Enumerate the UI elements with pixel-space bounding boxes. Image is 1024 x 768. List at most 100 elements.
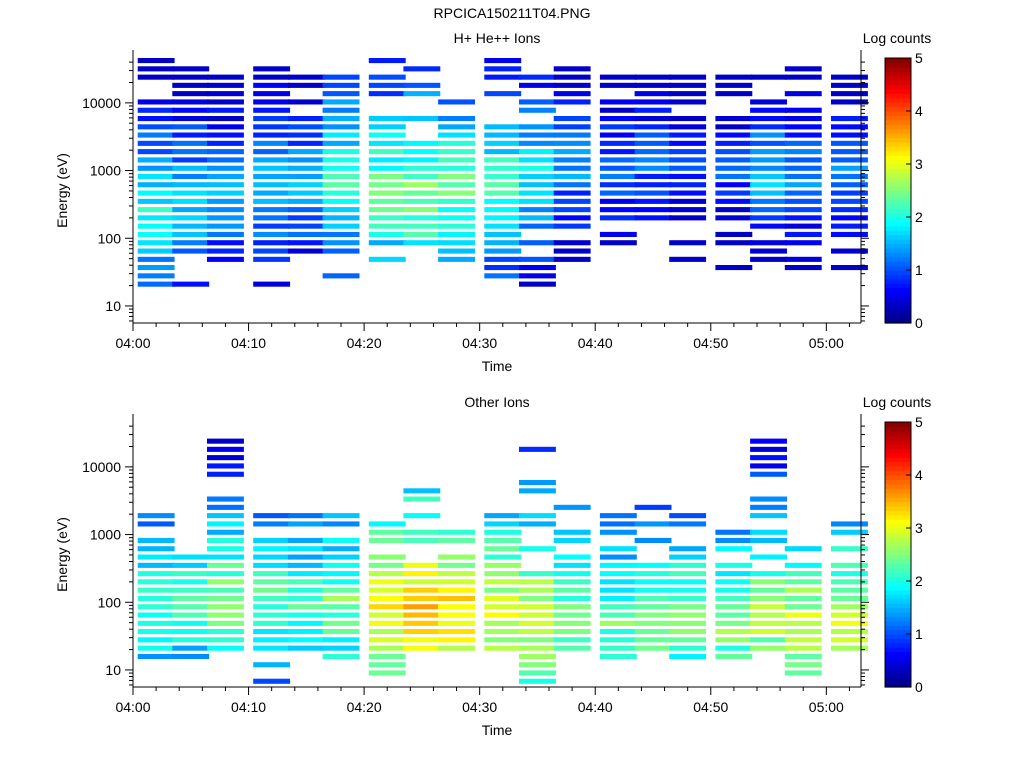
panel-2-cell [553,587,591,593]
panel-2-cell [519,595,556,601]
panel-1-cell [438,157,475,163]
panel-2-cell [553,604,591,610]
panel-2-cell [403,629,441,635]
panel-1-cell [715,82,753,88]
panel-2-cell [484,604,522,610]
panel-2-colorbar [885,422,911,688]
panel-2-cell [438,579,475,585]
panel-1-cell [322,74,360,80]
panel-2-colorbar-step [885,642,911,648]
panel-1-cell [519,190,556,196]
panel-2-cell [172,620,210,626]
panel-1-cell [553,124,591,130]
panel-2-colorbar-step [885,470,911,476]
panel-1-cell [368,190,406,196]
panel-1-colorbar-step [885,93,911,99]
panel-2-cell [368,579,406,585]
panel-2-cell [403,587,441,593]
panel-1-cell [750,124,787,130]
panel-1-cell [403,207,441,213]
panel-2-cell [519,612,556,618]
panel-2-cell [715,637,753,643]
panel-2-cell [519,620,556,626]
panel-2-cell [484,571,522,577]
panel-1-cell [599,124,637,130]
panel-1-cell [322,124,360,130]
panel-1-cell [322,149,360,155]
panel-2-ytick-label: 100 [98,594,122,610]
panel-2-cell [634,571,672,577]
panel-2-colorbar-step [885,457,911,463]
panel-1-cell [634,124,672,130]
panel-1-cell [484,190,522,196]
panel-1-cell [253,240,291,246]
panel-2-cell [368,595,406,601]
panel-2-cell [137,513,175,519]
panel-2-colorbar-step [885,497,911,503]
panel-1-cell [137,140,175,146]
panel-1-cell [750,157,787,163]
panel-1-cell [519,281,556,287]
panel-2-cell [634,637,672,643]
panel-2-cell [287,562,325,568]
panel-1-cell [634,99,672,105]
panel-2-colorbar-step [885,567,911,573]
panel-1-colorbar-step [885,58,911,64]
panel-1-cell [484,74,522,80]
panel-2-cell [322,562,360,568]
panel-2-cell [253,579,291,585]
panel-1-cell [137,132,175,138]
panel-2-cell [484,637,522,643]
panel-1-cell [484,173,522,179]
panel-1-cell [172,132,210,138]
panel-1-cell [784,116,822,122]
panel-2-title: Other Ions [464,394,529,410]
panel-2-cell [207,504,244,510]
panel-1-colorbar-step [885,261,911,267]
panel-2-cell [207,620,244,626]
panel-2-cell [831,571,868,577]
panel-2-cell [403,571,441,577]
panel-1-cell [172,182,210,188]
panel-1-cell [403,116,441,122]
panel-2-cell [322,612,360,618]
panel-2-cell [669,629,707,635]
panel-1-cell [322,182,360,188]
panel-2-colorbar-step [885,585,911,591]
panel-1-cell [207,165,244,171]
panel-1-colorbar-step [885,318,911,324]
panel-2-cell [784,645,822,651]
panel-1-cell [553,173,591,179]
panel-1-cell [253,74,291,80]
panel-1-cell [403,140,441,146]
panel-1-colorbar-step [885,265,911,271]
panel-1-cell [784,190,822,196]
panel-2-cell [784,604,822,610]
panel-1-cell [403,182,441,188]
panel-2-cell [599,637,637,643]
panel-2-colorbar-step [885,576,911,582]
panel-2-colorbar-step [885,514,911,520]
panel-2-xtick-label: 04:00 [115,699,150,715]
panel-1-cell [287,223,325,229]
panel-1-cell [715,149,753,155]
panel-1-xtick-label: 05:00 [809,335,844,351]
panel-2-cell [553,595,591,601]
panel-2-cell [750,645,787,651]
panel-1-cell [715,231,753,237]
panel-1-cell [750,207,787,213]
panel-1-cell [207,207,244,213]
panel-1-cell [715,215,753,221]
panel-2-colorbar-step [885,611,911,617]
panel-2-cell [669,587,707,593]
panel-2-cell [634,587,672,593]
panel-2-cell [172,612,210,618]
panel-2-colorbar-step [885,492,911,498]
panel-2-colorbar-step [885,647,911,653]
panel-2-colorbar-step [885,563,911,569]
panel-2-cell [519,546,556,552]
panel-2-cell [715,620,753,626]
panel-1-cell [287,124,325,130]
panel-2-colorbar-tick-label: 4 [915,467,923,483]
panel-2-cell [368,670,406,676]
